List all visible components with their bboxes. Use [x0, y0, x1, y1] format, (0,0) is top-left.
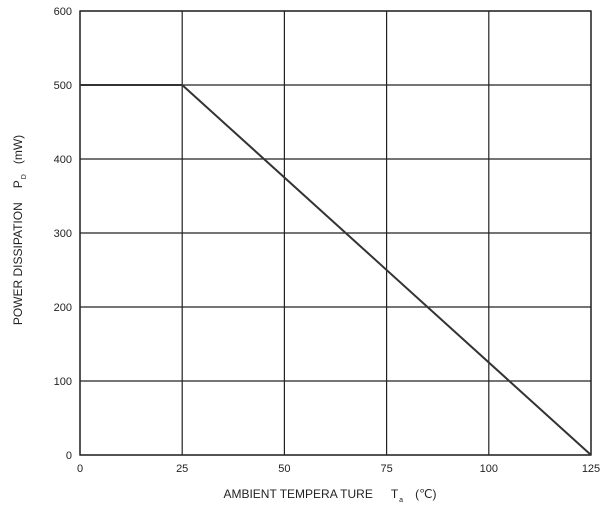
x-axis-label-symbol: T [391, 487, 399, 501]
x-tick-label-0: 0 [77, 463, 83, 475]
y-tick-label-0: 0 [66, 450, 72, 462]
y-tick-label-200: 200 [54, 302, 72, 314]
y-tick-label-400: 400 [54, 154, 72, 166]
y-axis-label: POWER DISSIPATION PD (mW) [11, 135, 28, 325]
y-axis-label-subscript: D [21, 174, 28, 179]
series-group [80, 84, 592, 456]
x-tick-labels: 0 25 50 75 100 125 [77, 463, 600, 475]
y-tick-label-600: 600 [54, 6, 72, 18]
x-tick-label-125: 125 [582, 463, 600, 475]
y-axis-label-unit: (mW) [11, 135, 25, 164]
y-tick-label-300: 300 [54, 228, 72, 240]
y-tick-label-500: 500 [54, 80, 72, 92]
y-tick-labels: 0 100 200 300 400 500 600 [54, 6, 72, 462]
x-tick-label-100: 100 [480, 463, 498, 475]
x-axis-label-subscript: a [399, 497, 403, 504]
y-axis-label-main: POWER DISSIPATION [11, 202, 25, 325]
y-tick-label-100: 100 [54, 376, 72, 388]
plot-frame [79, 10, 592, 456]
grid [79, 10, 592, 456]
x-axis-label-unit: (℃) [415, 487, 436, 501]
series-line-0 [80, 84, 592, 456]
x-tick-label-75: 75 [380, 463, 392, 475]
x-axis-label: AMBIENT TEMPERA TURE Ta (℃) [223, 487, 436, 504]
x-tick-label-50: 50 [278, 463, 290, 475]
x-axis-label-main: AMBIENT TEMPERA TURE [223, 487, 372, 501]
x-tick-label-25: 25 [176, 463, 188, 475]
y-axis-label-symbol: P [11, 180, 25, 188]
